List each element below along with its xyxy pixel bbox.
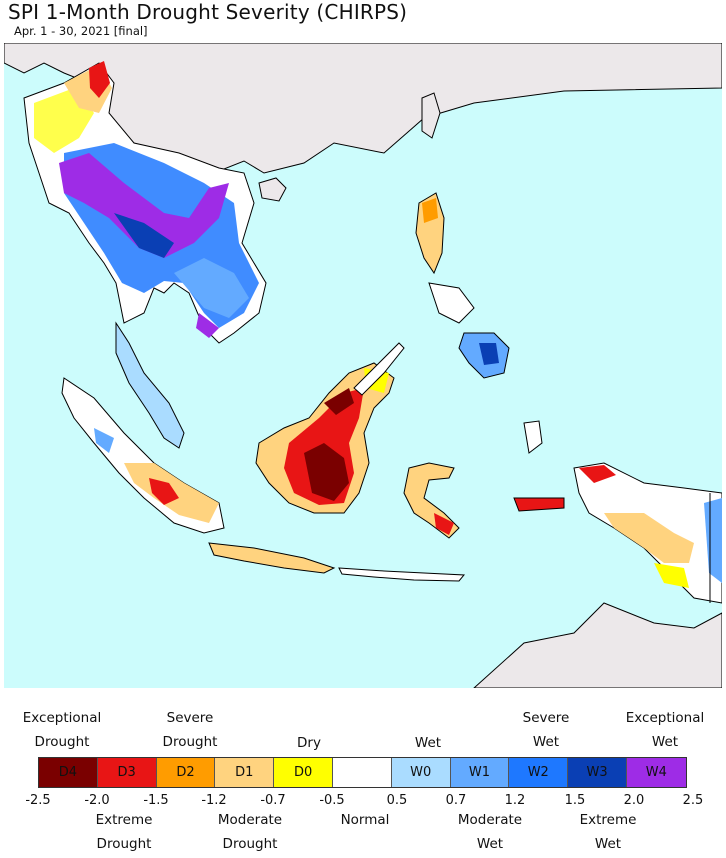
new-guinea-dry-d1	[604, 513, 694, 563]
legend-label-severe-wet: Severe Wet	[522, 710, 570, 750]
legend-label-severe-drought: Severe Drought	[162, 710, 218, 750]
sumatra-drought-d3	[149, 478, 179, 505]
hainan-island	[258, 177, 287, 202]
new-guinea-dry-d0	[654, 563, 689, 588]
legend-cell-w2: W2	[509, 758, 569, 787]
new-guinea-wet-w1	[704, 498, 722, 583]
legend-tick: -2.0	[84, 793, 110, 808]
legend-tick: 2.0	[623, 793, 645, 808]
legend-label-exceptional-wet: Exceptional Wet	[625, 710, 705, 750]
legend-tick: 1.2	[504, 793, 526, 808]
legend-tick: 0.5	[386, 793, 408, 808]
lesser-sunda-islands	[338, 567, 466, 582]
legend-label-exceptional-drought: Exceptional Drought	[22, 710, 102, 750]
map-subtitle: Apr. 1 - 30, 2021 [final]	[14, 24, 148, 38]
legend-label-extreme-drought: Extreme Drought	[95, 812, 153, 852]
mainland-wet-w1	[174, 258, 249, 318]
legend-tick: -1.2	[201, 793, 227, 808]
sumatra-wet-w1	[94, 428, 114, 453]
taiwan-island	[421, 92, 441, 139]
mindanao-wet-w3	[479, 343, 499, 365]
legend-cell-d2: D2	[156, 758, 216, 787]
china-landmass	[4, 43, 722, 174]
mainland-wet-w3	[114, 213, 174, 258]
legend-tick: 2.5	[682, 793, 704, 808]
australia-landmass	[473, 602, 722, 688]
sulawesi-drought-d3	[434, 513, 454, 535]
mainland-drought-d3	[89, 61, 110, 98]
legend-tick: -2.5	[25, 793, 51, 808]
legend-label-extreme-wet: Extreme Wet	[579, 812, 637, 852]
legend-label-dry: Dry	[297, 735, 321, 751]
borneo-drought-d4-north	[324, 388, 354, 415]
legend-label-moderate-wet: Moderate Wet	[457, 812, 523, 852]
legend-cell-w3: W3	[568, 758, 627, 787]
legend-cell-d4: D4	[39, 758, 98, 787]
legend-tick: -0.7	[260, 793, 286, 808]
legend-cell-d1: D1	[215, 758, 275, 787]
legend-tick: 1.5	[564, 793, 586, 808]
legend-tick: -1.5	[143, 793, 169, 808]
luzon-drought-d2	[422, 198, 438, 223]
visayas-islands	[428, 282, 475, 324]
legend-cell-w1: W1	[450, 758, 510, 787]
borneo-drought-d4	[304, 443, 349, 501]
mekong-tip-w4	[196, 313, 219, 338]
legend-cell-d3: D3	[97, 758, 157, 787]
legend-label-moderate-drought: Moderate Drought	[217, 812, 283, 852]
halmahera-island	[523, 420, 543, 454]
legend-cell-d0: D0	[274, 758, 333, 787]
drought-map	[4, 43, 722, 688]
legend-tick: -0.5	[319, 793, 345, 808]
seram-island	[513, 497, 565, 512]
legend-cell-normal	[332, 758, 392, 787]
legend-cell-w0: W0	[391, 758, 451, 787]
java-island	[208, 542, 336, 574]
map-title: SPI 1-Month Drought Severity (CHIRPS)	[8, 0, 408, 24]
legend-cell-w4: W4	[626, 758, 686, 787]
legend-tick: 0.7	[445, 793, 467, 808]
palawan-island	[353, 342, 405, 396]
legend-label-wet: Wet	[414, 735, 442, 751]
map-svg	[4, 43, 722, 688]
mainland-wet-w4	[59, 153, 229, 258]
new-guinea-drought-d3	[579, 465, 616, 483]
legend-label-normal: Normal	[340, 812, 390, 828]
legend-colorbar: D4 D3 D2 D1 D0 W0 W1 W2 W3 W4	[38, 757, 687, 788]
malay-peninsula	[115, 321, 185, 449]
